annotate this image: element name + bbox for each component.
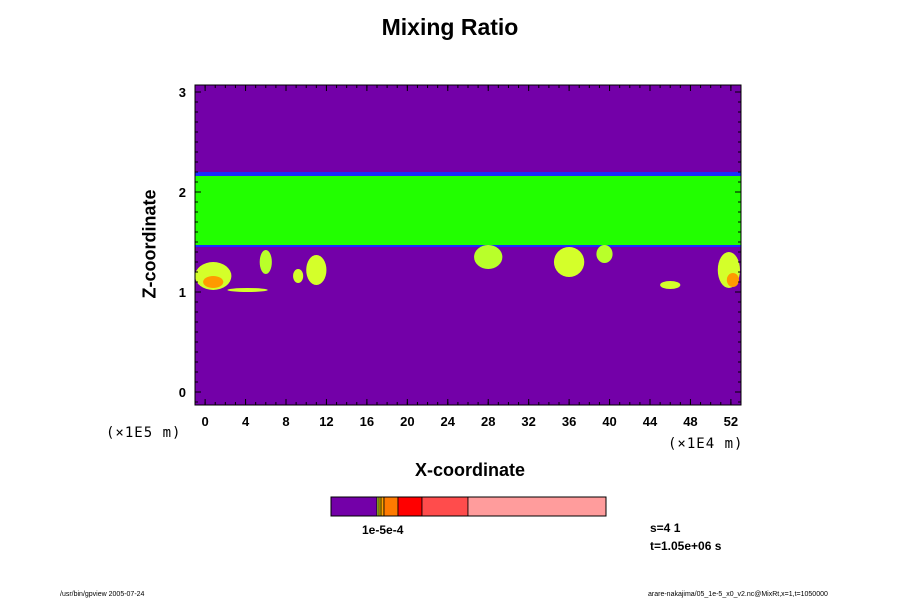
x-tick-label-11: 44 xyxy=(643,414,658,429)
x-tick-label-5: 20 xyxy=(400,414,414,429)
blob-2 xyxy=(227,288,268,292)
x-tick-label-4: 16 xyxy=(360,414,374,429)
x-tick-label-12: 48 xyxy=(683,414,697,429)
blob-4 xyxy=(293,269,304,283)
x-unit-label: (×1E4 m) xyxy=(668,436,744,452)
blob-9 xyxy=(660,281,681,289)
footer-source: arare-nakajima/05_1e-5_x0_v2.nc@MixRt,x=… xyxy=(648,591,828,598)
x-axis: 0 4 8 12 16 20 24 28 32 36 40 44 48 52 xyxy=(194,85,742,429)
x-tick-label-1: 4 xyxy=(242,414,250,429)
y-axis: 0 1 2 3 xyxy=(179,85,741,403)
x-tick-label-10: 40 xyxy=(602,414,616,429)
step-stamp: s=4 1 xyxy=(650,521,681,535)
blob-3 xyxy=(306,255,327,285)
y-unit-label: (×1E5 m) xyxy=(106,425,182,441)
y-tick-label-2: 2 xyxy=(179,185,186,200)
x-tick-label-3: 12 xyxy=(319,414,333,429)
y-tick-label-1: 1 xyxy=(179,285,186,300)
band-bottom-edge xyxy=(195,245,741,247)
blob-7 xyxy=(553,247,585,277)
time-stamp: t=1.05e+06 s xyxy=(650,539,722,553)
x-tick-label-8: 32 xyxy=(521,414,535,429)
x-tick-label-2: 8 xyxy=(282,414,289,429)
band-top-edge xyxy=(195,172,741,177)
y-tick-label-0: 0 xyxy=(179,385,186,400)
colorbar-segment-0 xyxy=(330,496,378,517)
y-axis-label: Z-coordinate xyxy=(139,189,160,299)
blob-5 xyxy=(259,250,272,274)
x-axis-label: X-coordinate xyxy=(414,460,525,480)
colorbar-segment-7 xyxy=(467,496,607,517)
blob-8 xyxy=(596,245,613,263)
footer-command: /usr/bin/gpview 2005-07-24 xyxy=(60,591,145,598)
x-tick-label-0: 0 xyxy=(201,414,208,429)
blob-6 xyxy=(474,245,503,269)
band-fill xyxy=(195,176,741,246)
x-tick-label-9: 36 xyxy=(562,414,576,429)
chart-title: Mixing Ratio xyxy=(381,14,519,40)
colorbar-frame xyxy=(330,496,607,517)
x-tick-label-7: 28 xyxy=(481,414,495,429)
blob-1 xyxy=(203,276,224,288)
y-tick-label-3: 3 xyxy=(179,85,186,100)
colorbar-segment-6 xyxy=(421,496,469,517)
colorbar xyxy=(330,496,607,517)
blob-11 xyxy=(726,273,739,287)
heatmap-field xyxy=(195,85,741,405)
colorbar-segment-4 xyxy=(383,496,399,517)
x-tick-label-13: 52 xyxy=(724,414,738,429)
colorbar-segment-5 xyxy=(397,496,423,517)
x-tick-label-6: 24 xyxy=(441,414,456,429)
colorbar-segment-3 xyxy=(380,496,385,517)
colorbar-label: 1e-5e-4 xyxy=(362,523,404,537)
